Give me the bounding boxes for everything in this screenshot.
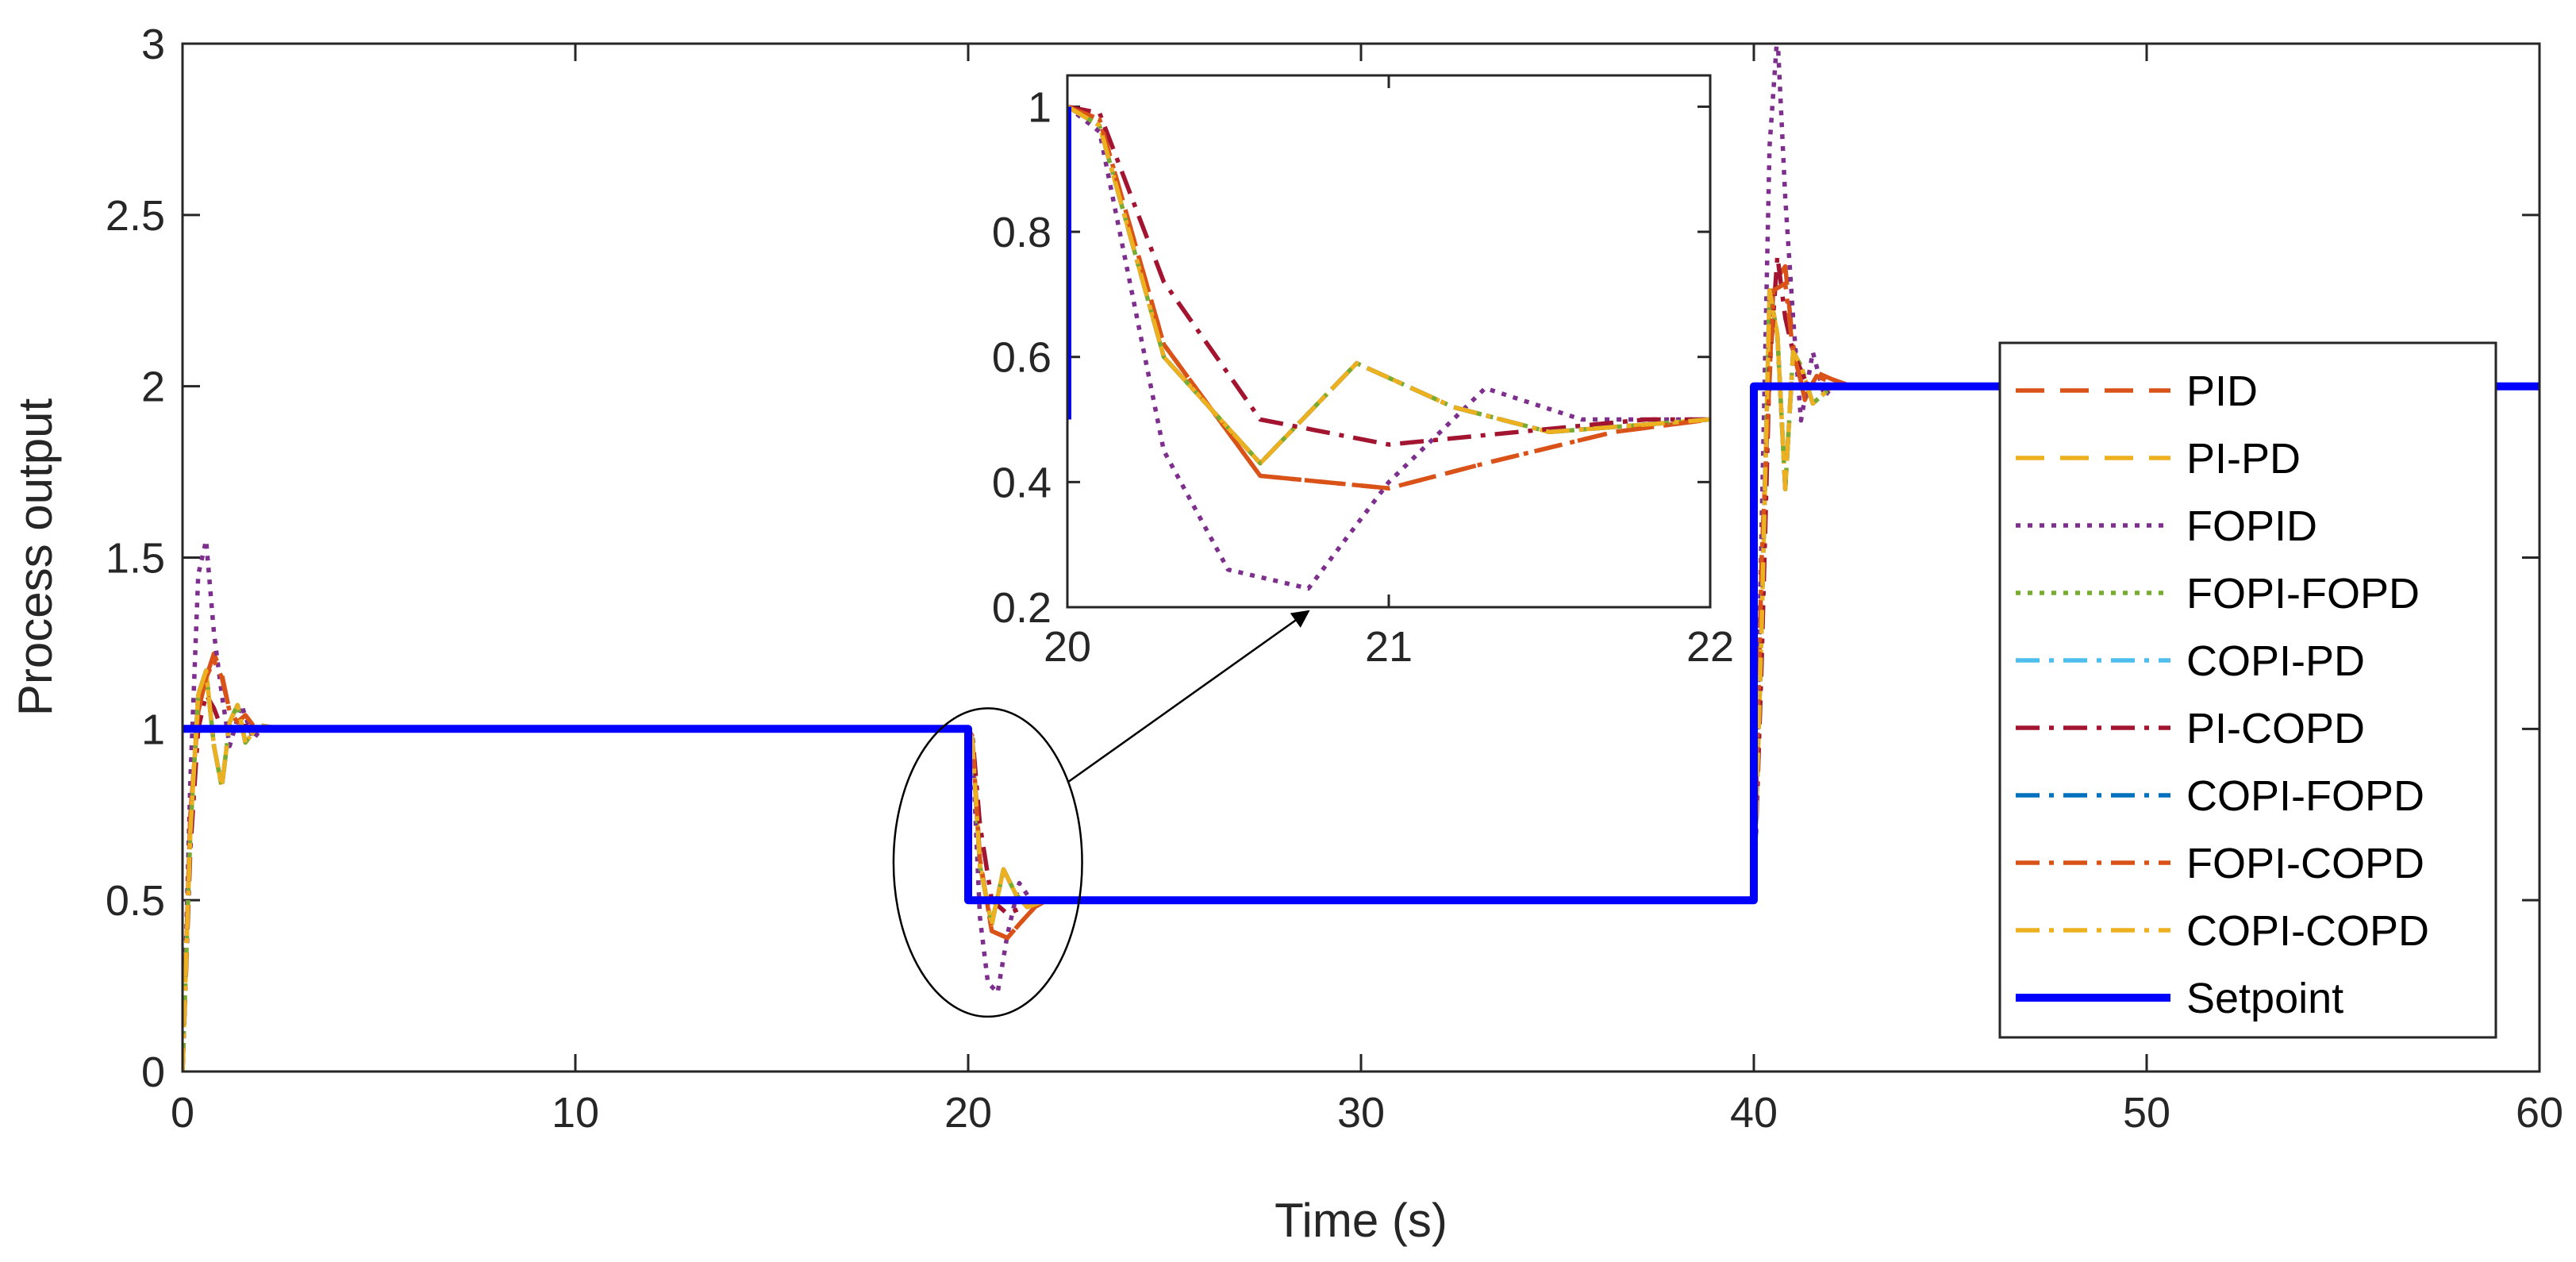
series-line-fopi-copd xyxy=(183,281,2539,1072)
inset-background xyxy=(1067,75,1710,607)
inset-series-lines xyxy=(1067,104,1710,591)
inset-series-line-copi-copd xyxy=(1067,105,1710,466)
inset-x-tick-label: 20 xyxy=(1044,623,1091,671)
inset-y-tick-label: 0.4 xyxy=(992,459,1052,506)
inset-x-tick-labels: 20 21 22 xyxy=(1044,623,1734,671)
series-line-setpoint xyxy=(183,382,2539,905)
inset-x-tick-label: 21 xyxy=(1365,623,1413,671)
y-tick-labels: 0 0.5 1 1.5 2 2.5 3 xyxy=(106,21,165,1096)
legend-label: COPI-PD xyxy=(2186,637,2365,685)
legend-label: PI-COPD xyxy=(2186,705,2365,752)
legend-label: FOPI-FOPD xyxy=(2186,570,2420,618)
inset-series-line-fopi-copd xyxy=(1067,104,1710,491)
legend-label: FOPI-COPD xyxy=(2186,840,2424,887)
main-series-lines xyxy=(183,44,2539,1072)
inset-axes-box xyxy=(1066,74,1712,609)
y-tick-label: 3 xyxy=(141,21,165,68)
legend-label: COPI-COPD xyxy=(2186,907,2429,955)
inset-series-line-fopid xyxy=(1067,105,1710,591)
inset-y-tick-labels: 0.2 0.4 0.6 0.8 1 xyxy=(992,83,1052,632)
y-axis-title: Process output xyxy=(9,398,62,717)
main-axes-box xyxy=(181,42,2541,1073)
x-tick-label: 0 xyxy=(171,1089,194,1137)
y-tick-label: 1.5 xyxy=(106,535,165,583)
inset-y-tick-label: 0.8 xyxy=(992,209,1052,256)
x-tick-label: 40 xyxy=(1730,1089,1778,1137)
x-tick-labels: 0 10 20 30 40 50 60 xyxy=(171,1089,2563,1137)
inset-y-tick-label: 0.6 xyxy=(992,334,1052,382)
y-tick-label: 2.5 xyxy=(106,192,165,240)
legend-label: COPI-FOPD xyxy=(2186,772,2424,820)
legend: PID PI-PD FOPID FOPI-FOPD COPI-PD PI-COPD COPI… xyxy=(1998,341,2497,1039)
x-tick-label: 60 xyxy=(2516,1089,2563,1137)
inset-y-tick-label: 0.2 xyxy=(992,584,1052,632)
zoom-ellipse xyxy=(892,707,1083,1018)
legend-label: Setpoint xyxy=(2186,975,2343,1022)
x-tick-label: 10 xyxy=(552,1089,599,1137)
x-tick-label: 30 xyxy=(1337,1089,1385,1137)
inset-y-tick-label: 1 xyxy=(1028,83,1052,131)
inset-series-line-pi-copd xyxy=(1067,104,1710,447)
y-tick-label: 0 xyxy=(141,1048,165,1096)
y-tick-label: 0.5 xyxy=(106,877,165,925)
y-tick-label: 1 xyxy=(141,706,165,753)
x-axis-title: Time (s) xyxy=(1275,1194,1448,1247)
legend-label: PI-PD xyxy=(2186,435,2301,483)
legend-label: PID xyxy=(2186,367,2258,415)
x-tick-label: 20 xyxy=(944,1089,992,1137)
inset-x-tick-label: 22 xyxy=(1686,623,1734,671)
x-tick-label: 50 xyxy=(2123,1089,2170,1137)
series-line-fopid xyxy=(183,44,2539,1072)
legend-items: PID PI-PD FOPID FOPI-FOPD COPI-PD PI-COPD COPI… xyxy=(2016,367,2429,1022)
series-line-copi-copd xyxy=(183,288,2539,1072)
legend-label: FOPID xyxy=(2186,502,2317,550)
y-tick-label: 2 xyxy=(141,364,165,411)
zoom-arrow xyxy=(1067,610,1310,783)
